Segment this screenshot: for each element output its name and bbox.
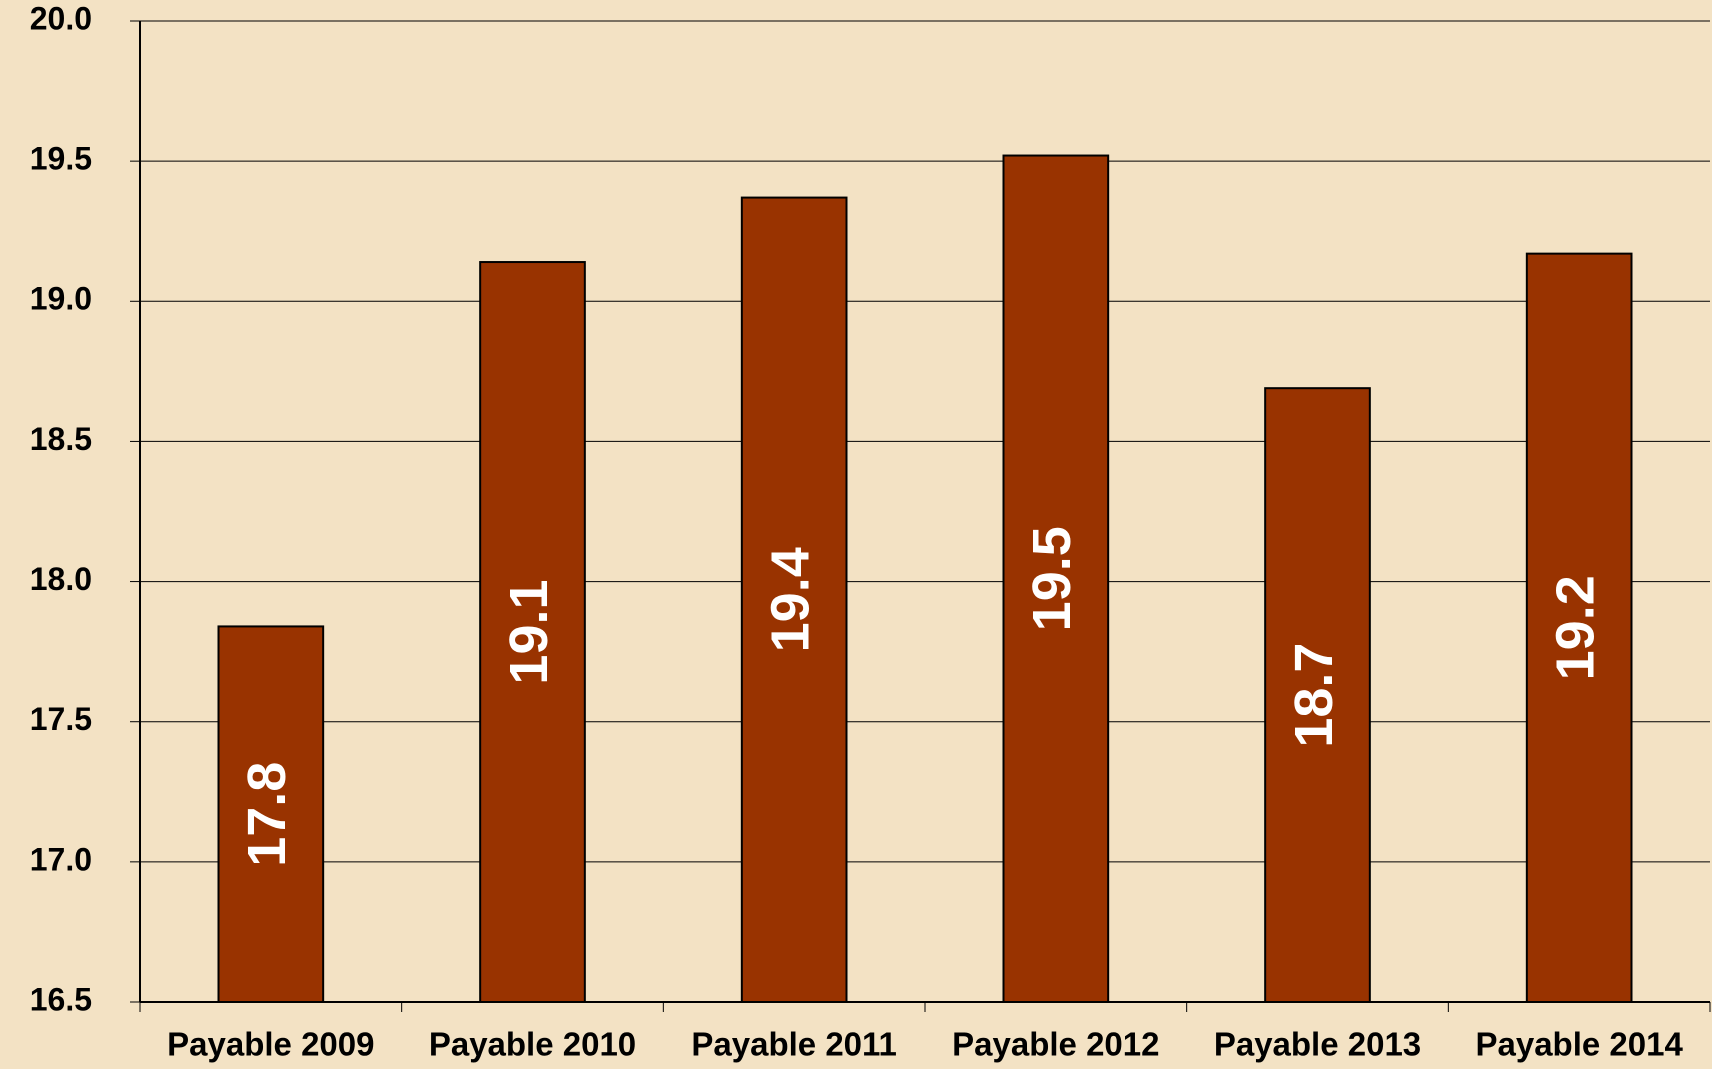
y-tick-label: 18.5 — [30, 421, 92, 457]
y-tick-label: 17.5 — [30, 701, 92, 737]
x-tick-label: Payable 2011 — [691, 1026, 897, 1063]
bar — [217, 625, 325, 1003]
bar — [1264, 387, 1371, 1004]
y-tick-label: 17.0 — [30, 841, 92, 877]
x-tick-label: Payable 2009 — [167, 1026, 374, 1063]
y-tick-label: 16.5 — [30, 981, 92, 1017]
data-label: 17.8 — [237, 762, 297, 867]
x-tick-label: Payable 2013 — [1214, 1026, 1421, 1063]
x-tick-label: Payable 2012 — [952, 1026, 1159, 1063]
y-tick-label: 18.0 — [30, 561, 92, 597]
x-tick-label: Payable 2010 — [429, 1026, 636, 1063]
x-tick-label: Payable 2014 — [1475, 1026, 1683, 1063]
data-label: 19.2 — [1545, 575, 1605, 680]
y-tick-label: 20.0 — [30, 0, 92, 36]
data-label: 18.7 — [1284, 643, 1344, 748]
y-tick-label: 19.5 — [30, 141, 92, 177]
data-label: 19.1 — [499, 579, 559, 684]
bar — [479, 261, 586, 1003]
y-tick-label: 19.0 — [30, 281, 92, 317]
bar — [1002, 154, 1110, 1003]
bar — [740, 196, 848, 1003]
data-label: 19.4 — [760, 547, 820, 652]
data-label: 19.5 — [1022, 526, 1082, 631]
